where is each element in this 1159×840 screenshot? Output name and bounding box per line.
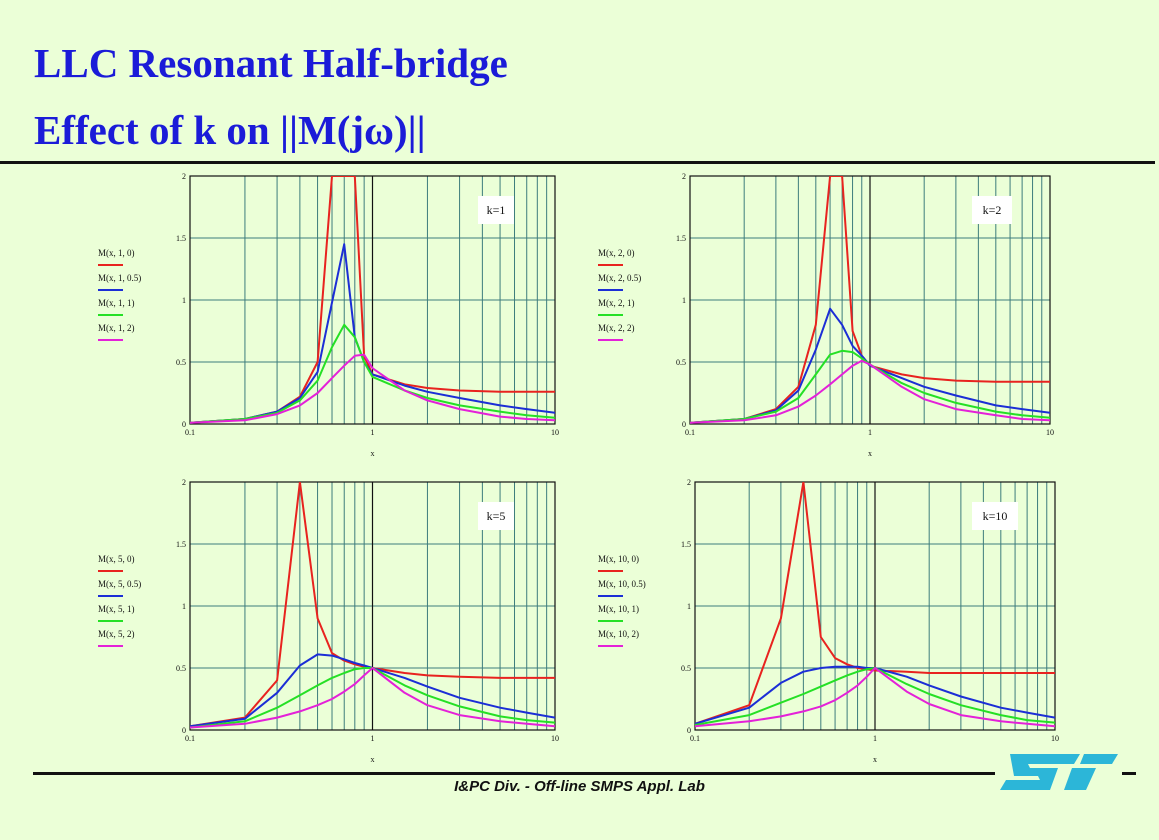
annotation-box [972, 196, 1012, 224]
title-rule [0, 161, 1155, 164]
legend-label: M(x, 1, 1) [98, 298, 135, 308]
x-axis-label: x [371, 449, 375, 458]
series-line [190, 353, 555, 424]
y-tick-label: 2 [687, 478, 691, 487]
legend-label: M(x, 1, 0.5) [98, 273, 141, 283]
series-line [695, 667, 1055, 728]
footer-rule [33, 772, 995, 775]
y-tick-label: 1.5 [681, 540, 691, 549]
y-tick-label: 0.5 [681, 664, 691, 673]
series-line [190, 667, 555, 729]
y-tick-label: 0 [687, 726, 691, 735]
chart-2: 0.1 1 10 0 0.5 1 1.5 2 x M(x, 2, 0) M(x, 2, 0.5) M(… [598, 172, 1054, 458]
y-tick-label: 2 [182, 478, 186, 487]
series-line [690, 359, 1050, 424]
footer-rule-tail [1122, 772, 1136, 775]
y-tick-label: 1 [682, 296, 686, 305]
y-tick-label: 1 [182, 602, 186, 611]
series-line [695, 665, 1055, 725]
y-tick-label: 0.5 [676, 358, 686, 367]
annotation-box [478, 502, 514, 530]
y-tick-label: 1.5 [176, 234, 186, 243]
y-tick-label: 0 [182, 420, 186, 429]
annotation-label: k=10 [983, 509, 1008, 523]
plot-frame [689, 175, 1051, 425]
legend-label: M(x, 2, 0.5) [598, 273, 641, 283]
legend-label: M(x, 1, 2) [98, 323, 135, 333]
slide-title-line-1: LLC Resonant Half-bridge [34, 40, 508, 86]
x-tick-label: 1 [873, 734, 877, 743]
x-tick-label: 10 [1051, 734, 1059, 743]
y-tick-label: 2 [182, 172, 186, 181]
legend-label: M(x, 2, 0) [598, 248, 635, 258]
chart-3: 0.1 1 10 0 0.5 1 1.5 2 x M(x, 5, 0) M(x, 5, 0.5) M(… [98, 478, 559, 764]
y-tick-label: 2 [682, 172, 686, 181]
legend-label: M(x, 1, 0) [98, 248, 135, 258]
legend-label: M(x, 10, 0.5) [598, 579, 646, 589]
x-axis-label: x [873, 755, 877, 764]
annotation-box [478, 196, 514, 224]
y-tick-label: 0.5 [176, 664, 186, 673]
chart-1: 0.1 1 10 0 0.5 1 1.5 2 x M(x, 1, 0) M(x, 1, 0.5) M(… [98, 172, 559, 458]
y-tick-label: 1 [182, 296, 186, 305]
legend-label: M(x, 5, 2) [98, 629, 135, 639]
x-tick-label: 0.1 [185, 428, 195, 437]
annotation-box [972, 502, 1018, 530]
x-tick-label: 10 [551, 428, 559, 437]
y-tick-label: 1 [687, 602, 691, 611]
st-logo [1000, 754, 1118, 790]
series-line [190, 667, 555, 729]
legend-label: M(x, 2, 1) [598, 298, 635, 308]
footer-text: I&PC Div. - Off-line SMPS Appl. Lab [454, 778, 705, 795]
x-tick-label: 1 [868, 428, 872, 437]
annotation-label: k=1 [487, 203, 506, 217]
x-axis-label: x [868, 449, 872, 458]
y-tick-label: 0.5 [176, 358, 186, 367]
y-tick-label: 1.5 [676, 234, 686, 243]
series-line [190, 653, 555, 728]
x-tick-label: 0.1 [690, 734, 700, 743]
legend-label: M(x, 2, 2) [598, 323, 635, 333]
legend-label: M(x, 10, 0) [598, 554, 639, 564]
legend-label: M(x, 5, 1) [98, 604, 135, 614]
series-line [690, 349, 1050, 424]
y-tick-label: 0 [682, 420, 686, 429]
x-tick-label: 10 [551, 734, 559, 743]
x-axis-label: x [371, 755, 375, 764]
annotation-label: k=5 [487, 509, 506, 523]
series-line [190, 482, 555, 728]
y-tick-label: 1.5 [176, 540, 186, 549]
slide-title-line-2: Effect of k on ||M(jω)|| [34, 107, 426, 153]
annotation-label: k=2 [983, 203, 1002, 217]
series-line [695, 482, 1055, 725]
legend-label: M(x, 10, 2) [598, 629, 639, 639]
legend-label: M(x, 10, 1) [598, 604, 639, 614]
series-line [690, 176, 1050, 424]
chart-4: 0.1 1 10 0 0.5 1 1.5 2 x M(x, 10, 0) M(x, 10, 0.5)… [598, 478, 1059, 764]
x-tick-label: 10 [1046, 428, 1054, 437]
legend-label: M(x, 5, 0.5) [98, 579, 141, 589]
legend-label: M(x, 5, 0) [98, 554, 135, 564]
x-tick-label: 0.1 [185, 734, 195, 743]
y-tick-label: 0 [182, 726, 186, 735]
x-tick-label: 1 [371, 734, 375, 743]
x-tick-label: 0.1 [685, 428, 695, 437]
plot-frame [694, 481, 1056, 731]
plot-frame [189, 175, 556, 425]
plot-frame [189, 481, 556, 731]
series-line [695, 667, 1055, 726]
x-tick-label: 1 [371, 428, 375, 437]
series-line [190, 323, 555, 424]
series-line [690, 307, 1050, 424]
